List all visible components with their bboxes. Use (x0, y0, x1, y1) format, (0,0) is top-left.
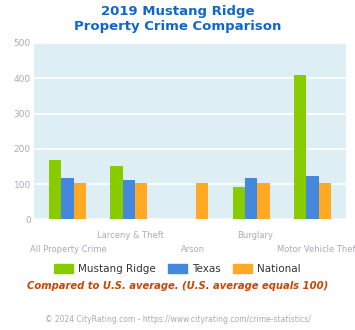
Bar (245, 178, 257, 219)
Text: Motor Vehicle Theft: Motor Vehicle Theft (277, 245, 355, 254)
Bar (73, 183, 86, 219)
Text: Burglary: Burglary (237, 231, 274, 240)
Bar (196, 183, 208, 219)
Text: © 2024 CityRating.com - https://www.cityrating.com/crime-statistics/: © 2024 CityRating.com - https://www.city… (45, 315, 310, 324)
Text: Larceny & Theft: Larceny & Theft (97, 231, 164, 240)
Bar (306, 176, 318, 219)
Bar (135, 183, 147, 219)
Text: Compared to U.S. average. (U.S. average equals 100): Compared to U.S. average. (U.S. average … (27, 281, 328, 291)
Bar (294, 75, 306, 219)
Text: All Property Crime: All Property Crime (30, 245, 106, 254)
Bar (110, 166, 122, 219)
Bar (122, 180, 135, 219)
Bar (61, 178, 73, 219)
Text: Arson: Arson (181, 245, 205, 254)
Bar (257, 183, 269, 219)
Text: 2019 Mustang Ridge: 2019 Mustang Ridge (101, 5, 254, 18)
Bar (318, 183, 331, 219)
Bar (233, 187, 245, 219)
Text: Property Crime Comparison: Property Crime Comparison (74, 20, 281, 33)
Bar (49, 160, 61, 219)
Legend: Mustang Ridge, Texas, National: Mustang Ridge, Texas, National (50, 260, 305, 279)
